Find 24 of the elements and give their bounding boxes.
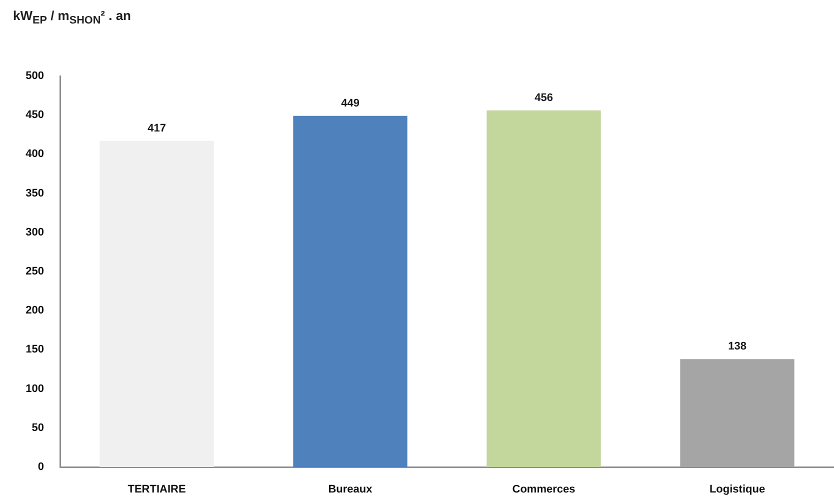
y-tick-label: 350 [26,187,44,200]
y-tick-label: 450 [26,109,44,122]
data-label: 449 [341,97,360,110]
y-axis-title: kW$_{EP}$ / m$_{SHON}$² . an [13,8,131,27]
y-tick-label: 100 [26,382,44,395]
x-tick-label: Commerces [512,484,576,496]
y-tick-label: 250 [26,266,44,278]
bar [486,110,601,467]
y-tick-label: 300 [26,226,44,238]
data-label: 456 [534,92,553,104]
y-tick-label: 50 [32,422,44,434]
x-tick-label: Bureaux [328,484,374,496]
x-tick-label: Logistique [709,484,766,496]
bar [293,116,408,467]
bar [680,359,794,467]
x-tick-label: TERTIAIRE [128,484,186,496]
y-tick-label: 400 [26,148,44,160]
data-label: 138 [728,340,746,353]
data-label: 417 [148,122,166,134]
y-tick-label: 0 [38,461,44,474]
y-tick-label: 150 [26,344,44,356]
y-tick-label: 500 [26,70,44,82]
y-tick-label: 200 [26,304,44,317]
bar [100,140,214,467]
